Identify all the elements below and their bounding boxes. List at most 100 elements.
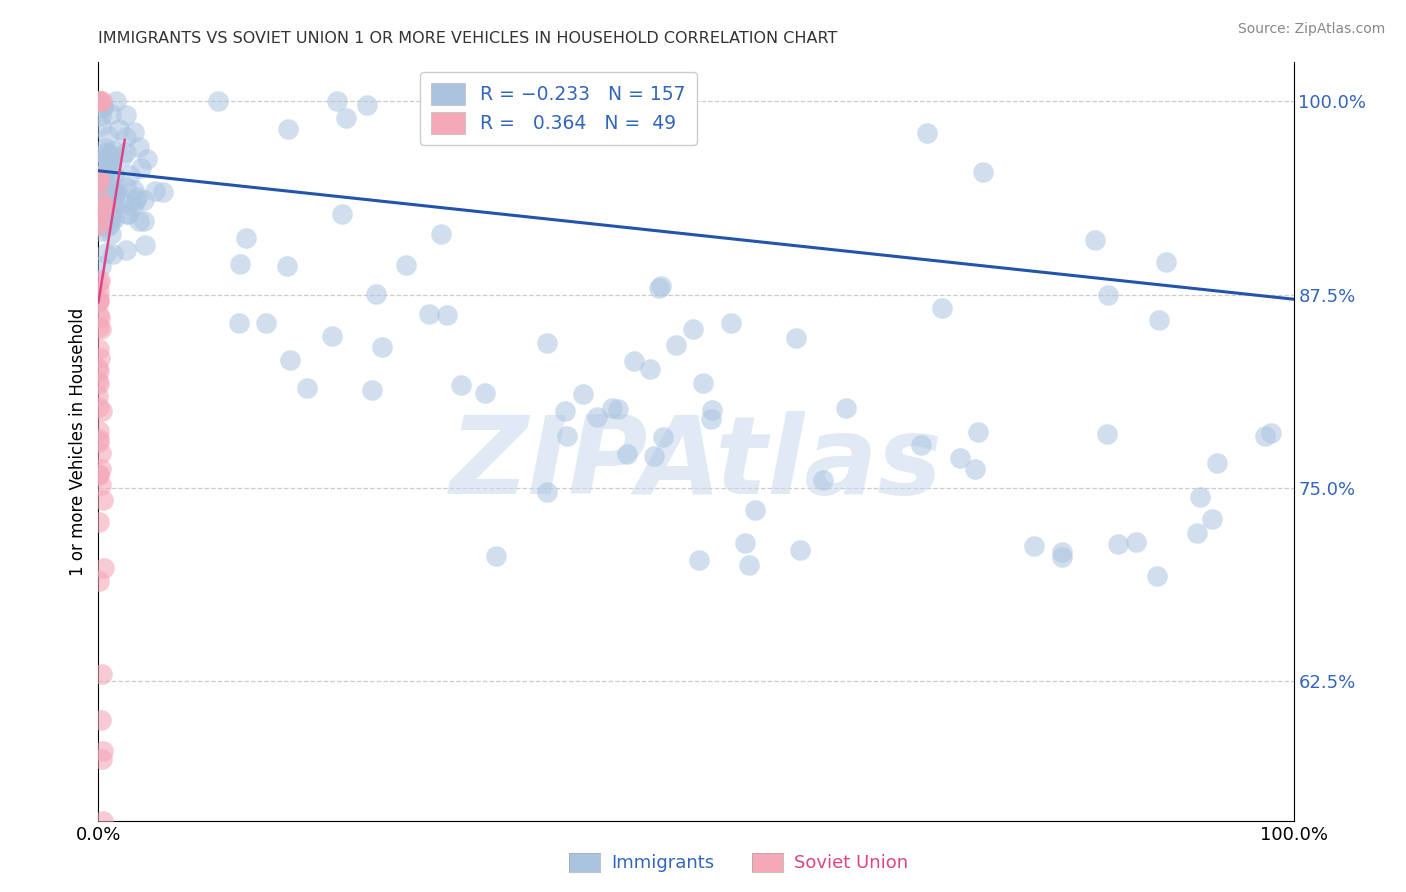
Point <box>207 94 229 108</box>
Point <box>89 154 111 169</box>
Point <box>700 412 723 426</box>
Point <box>90 462 112 476</box>
Point <box>103 193 125 207</box>
Point <box>785 330 807 344</box>
Point <box>90 713 112 727</box>
Point <box>93 561 115 575</box>
Point <box>87 432 110 446</box>
Point <box>93 173 115 187</box>
Point <box>90 169 112 183</box>
Point <box>101 183 124 197</box>
Point <box>554 404 576 418</box>
Point <box>356 97 378 112</box>
Point <box>90 477 112 491</box>
Point <box>115 145 138 160</box>
Point <box>121 199 143 213</box>
Point <box>1095 427 1118 442</box>
Point <box>371 340 394 354</box>
Point <box>87 389 110 403</box>
Point <box>125 193 148 207</box>
Point <box>536 485 558 500</box>
Point <box>91 219 114 233</box>
Point <box>254 316 277 330</box>
Point <box>789 543 811 558</box>
Point <box>117 207 139 221</box>
Point <box>1254 429 1277 443</box>
Point <box>87 467 110 482</box>
Point <box>93 145 115 160</box>
Point <box>87 516 110 530</box>
Point <box>450 378 472 392</box>
Point <box>91 94 114 108</box>
Point <box>235 231 257 245</box>
Y-axis label: 1 or more Vehicles in Household: 1 or more Vehicles in Household <box>69 308 87 575</box>
Point <box>93 198 115 212</box>
Point <box>129 161 152 175</box>
Point <box>87 284 110 298</box>
Legend: R = −0.233   N = 157, R =   0.364   N =  49: R = −0.233 N = 157, R = 0.364 N = 49 <box>420 72 697 145</box>
Point <box>87 374 110 388</box>
Point <box>124 125 146 139</box>
Point <box>744 503 766 517</box>
Point <box>90 109 112 123</box>
Point <box>112 194 135 209</box>
Point <box>1125 534 1147 549</box>
Point <box>89 218 111 232</box>
Point <box>87 309 110 323</box>
Point <box>295 380 318 394</box>
Point <box>115 180 138 194</box>
Point <box>90 403 112 417</box>
Point <box>96 219 118 234</box>
Point <box>87 205 110 219</box>
Point <box>91 100 114 114</box>
Point <box>111 150 134 164</box>
Point <box>97 208 120 222</box>
Point <box>94 141 117 155</box>
Point <box>90 322 112 336</box>
Point <box>103 199 125 213</box>
Point <box>134 193 156 207</box>
Point <box>101 189 124 203</box>
Point <box>87 294 110 309</box>
Point <box>91 744 114 758</box>
Point <box>948 451 970 466</box>
Point <box>103 212 125 227</box>
Point <box>1147 313 1170 327</box>
Text: Source: ZipAtlas.com: Source: ZipAtlas.com <box>1237 22 1385 37</box>
Point <box>330 207 353 221</box>
Point <box>104 94 127 108</box>
Point <box>1097 288 1119 302</box>
Point <box>89 94 111 108</box>
Point <box>87 216 110 230</box>
Point <box>87 424 110 438</box>
Point <box>94 146 117 161</box>
Point <box>134 214 156 228</box>
Point <box>87 94 110 108</box>
Point <box>115 207 138 221</box>
Point <box>87 467 110 482</box>
Point <box>366 287 388 301</box>
Point <box>125 190 148 204</box>
Point <box>91 99 114 113</box>
Point <box>91 666 114 681</box>
Point <box>616 447 638 461</box>
Point <box>103 246 125 260</box>
Point <box>571 387 593 401</box>
Point <box>100 106 122 120</box>
Point <box>96 245 118 260</box>
Point <box>89 292 111 306</box>
Point <box>229 257 252 271</box>
Point <box>94 186 117 201</box>
Point <box>90 446 112 460</box>
Point <box>134 238 156 252</box>
Point <box>720 316 742 330</box>
Point <box>103 145 125 159</box>
Point <box>1189 490 1212 504</box>
Point <box>90 119 112 133</box>
Text: IMMIGRANTS VS SOVIET UNION 1 OR MORE VEHICLES IN HOUSEHOLD CORRELATION CHART: IMMIGRANTS VS SOVIET UNION 1 OR MORE VEH… <box>98 31 838 46</box>
Point <box>115 108 138 122</box>
Point <box>640 361 662 376</box>
Point <box>623 354 645 368</box>
Point <box>1022 539 1045 553</box>
Point <box>91 752 114 766</box>
